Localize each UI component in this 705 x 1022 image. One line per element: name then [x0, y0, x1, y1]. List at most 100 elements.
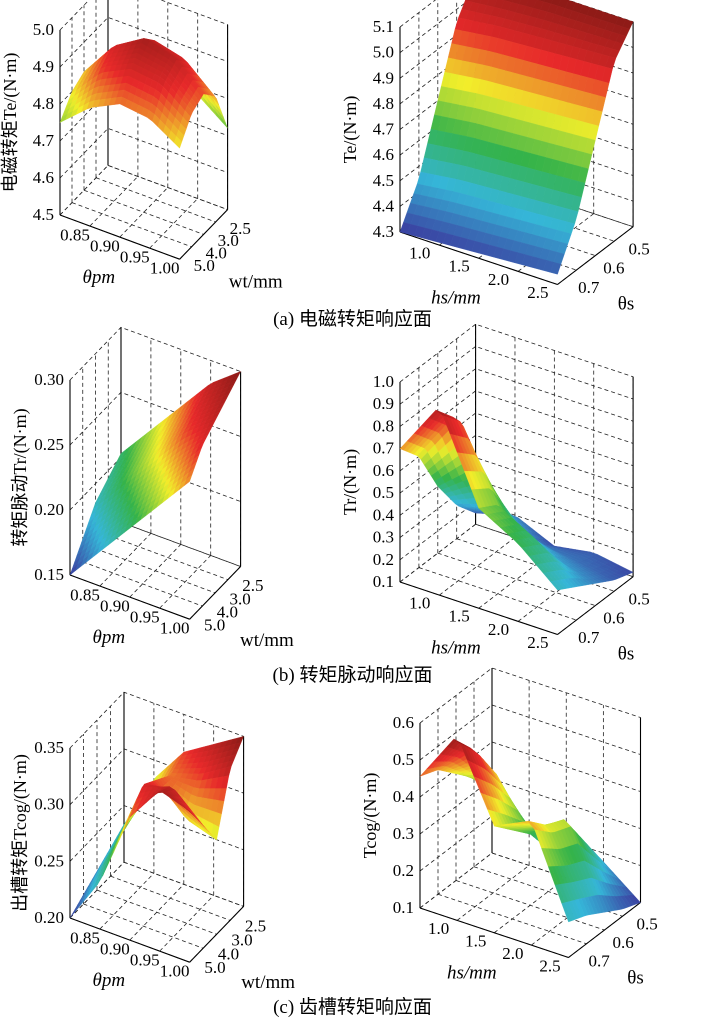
- z-tick-label: 4.9: [33, 57, 54, 76]
- z-tick-label: 4.6: [33, 168, 54, 187]
- axis-frame-line: [189, 566, 241, 620]
- z-tick-label: 0.2: [393, 861, 414, 880]
- surface-mesh: [419, 738, 641, 923]
- y-axis-label: wt/mm: [240, 630, 294, 651]
- axis-frame-line: [399, 581, 558, 636]
- x-tick-label: 1.0: [409, 244, 430, 263]
- z-tick-label: 4.3: [373, 222, 394, 241]
- x-tick-label: 1.5: [448, 257, 469, 276]
- surface-patch: [183, 474, 193, 487]
- y-axis-label: θs: [627, 968, 644, 989]
- floor-grid-line: [399, 523, 476, 583]
- z-tick-label: 4.6: [373, 145, 394, 164]
- surface-patch: [69, 906, 79, 919]
- axis-frame-line: [179, 209, 228, 260]
- y-axis-label: wt/mm: [229, 271, 283, 292]
- y-tick-label: 3.0: [218, 231, 239, 250]
- z-tick-label: 5.1: [373, 17, 394, 36]
- z-tick-label: 0.15: [34, 565, 64, 584]
- z-tick-label: 0.4: [393, 787, 415, 806]
- floor-grid-line: [439, 537, 516, 596]
- z-axis-label: 转矩脉动Tr/(N·m): [10, 408, 31, 546]
- floor-grid-line: [149, 198, 198, 249]
- y-tick-label: 4.0: [217, 602, 238, 621]
- surface-plot-1: 4.54.64.74.84.95.00.850.900.951.00 5.04.0…: [0, 0, 283, 292]
- z-tick-label: 0.8: [373, 416, 394, 435]
- z-tick-label: 4.5: [373, 171, 394, 190]
- z-tick-label: 0.4: [373, 505, 395, 524]
- floor-grid-line: [159, 895, 214, 952]
- axis-frame-line: [69, 574, 190, 620]
- y-tick-label: 0.5: [629, 239, 650, 258]
- surface-mesh: [399, 0, 634, 275]
- z-tick-label: 4.8: [373, 94, 394, 113]
- x-tick-label: 2.0: [502, 944, 523, 963]
- caption-c: (c) 齿槽转矩响应面: [273, 997, 432, 1018]
- axis-frame-line: [399, 231, 558, 286]
- floor-grid-line: [95, 177, 216, 223]
- y-tick-label: 0.5: [637, 915, 658, 934]
- x-tick-label: 0.85: [70, 929, 100, 948]
- wall-grid-line: [399, 368, 634, 427]
- floor-grid-line: [119, 187, 169, 238]
- x-axis-label: hs/mm: [431, 288, 481, 309]
- y-tick-label: 2.5: [230, 219, 251, 238]
- z-axis-label: Tr/(N·m): [340, 449, 361, 515]
- x-tick-label: 2.5: [527, 283, 548, 302]
- z-tick-label: 0.9: [373, 394, 394, 413]
- z-axis-label: 电磁转矩Te/(N·m): [0, 53, 21, 193]
- z-tick-label: 0.5: [393, 750, 414, 769]
- y-tick-label: 5.0: [204, 616, 225, 635]
- z-axis-label: 出槽转矩Tcog/(N·m): [10, 754, 31, 912]
- y-tick-label: 0.6: [613, 933, 634, 952]
- y-tick-label: 0.6: [603, 609, 624, 628]
- x-tick-label: 1.0: [428, 919, 449, 938]
- wall-grid-line: [399, 434, 634, 494]
- x-tick-label: 0.85: [60, 226, 90, 245]
- wall-grid-line: [59, 127, 228, 179]
- x-tick-label: 1.00: [150, 259, 180, 278]
- wall-grid-line: [399, 346, 634, 405]
- z-tick-label: 4.7: [33, 131, 55, 150]
- z-tick-label: 0.20: [34, 908, 64, 927]
- x-tick-label: 0.95: [120, 248, 150, 267]
- z-tick-label: 0.30: [34, 795, 64, 814]
- caption-b: (b) 转矩脉动响应面: [272, 665, 433, 686]
- wall-grid-line: [69, 861, 244, 919]
- z-tick-label: 0.25: [34, 435, 64, 454]
- z-tick-label: 0.1: [373, 572, 394, 591]
- wall-grid-line: [399, 501, 634, 561]
- x-tick-label: 1.00: [160, 619, 190, 638]
- x-tick-label: 0.90: [100, 940, 130, 959]
- surface-patch: [173, 136, 183, 149]
- x-tick-label: 1.00: [160, 962, 190, 981]
- z-tick-label: 4.9: [373, 68, 394, 87]
- wall-grid-line: [399, 479, 634, 538]
- z-tick-label: 5.0: [373, 43, 394, 62]
- floor-grid-line: [89, 176, 139, 227]
- z-tick-label: 0.5: [373, 483, 394, 502]
- x-axis-label: hs/mm: [431, 638, 481, 659]
- surface-plot-5: 0.200.250.300.350.850.900.951.00 5.04.03.…: [10, 691, 295, 993]
- y-tick-label: 0.7: [578, 628, 600, 647]
- surface-plot-2: 4.3 4.4 4.5 4.6 4.7 4.8 4.9 5.0 5.1 1.0 1.5 2.0 2.5 0…: [340, 0, 650, 314]
- x-axis-label: θpm: [83, 267, 116, 288]
- x-tick-label: 2.5: [527, 633, 548, 652]
- z-tick-label: 0.6: [373, 461, 394, 480]
- z-tick-label: 0.20: [34, 500, 64, 519]
- x-axis-label: θpm: [93, 627, 126, 648]
- z-tick-label: 0.2: [373, 550, 394, 569]
- z-tick-label: 0.25: [34, 851, 64, 870]
- z-tick-label: 1.0: [373, 372, 394, 391]
- z-tick-label: 0.35: [34, 738, 64, 757]
- wall-grid-line: [69, 691, 244, 749]
- x-tick-label: 1.5: [465, 932, 486, 951]
- z-tick-label: 0.3: [393, 824, 414, 843]
- axis-frame-line: [59, 214, 180, 260]
- y-tick-label: 0.7: [578, 278, 600, 297]
- x-tick-label: 1.5: [448, 607, 469, 626]
- surface-mesh: [69, 371, 242, 576]
- x-tick-label: 1.0: [409, 594, 430, 613]
- floor-grid-line: [107, 165, 228, 210]
